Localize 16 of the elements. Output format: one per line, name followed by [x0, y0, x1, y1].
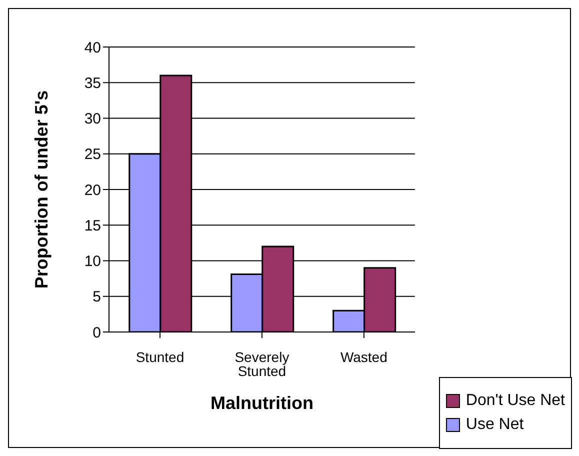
legend-label: Use Net — [466, 416, 524, 434]
x-tick-label: Wasted — [340, 348, 388, 365]
legend-label: Don't Use Net — [466, 392, 565, 410]
y-axis-title: Proportion of under 5's — [31, 90, 52, 289]
y-tick-label: 0 — [92, 324, 101, 342]
y-tick-label: 35 — [84, 74, 101, 92]
y-tick-label: 40 — [84, 39, 101, 56]
y-tick-label: 5 — [92, 288, 101, 306]
x-tick-label: Stunted — [136, 348, 184, 365]
x-tick-label: Severely Stunted — [234, 348, 290, 379]
y-tick-label: 15 — [84, 217, 101, 234]
y-tick-label: 30 — [84, 110, 101, 128]
y-tick-label: 25 — [84, 146, 101, 164]
y-tick-label: 20 — [84, 182, 101, 199]
x-axis-title: Malnutrition — [210, 393, 314, 413]
y-tick-label: 10 — [84, 253, 101, 270]
